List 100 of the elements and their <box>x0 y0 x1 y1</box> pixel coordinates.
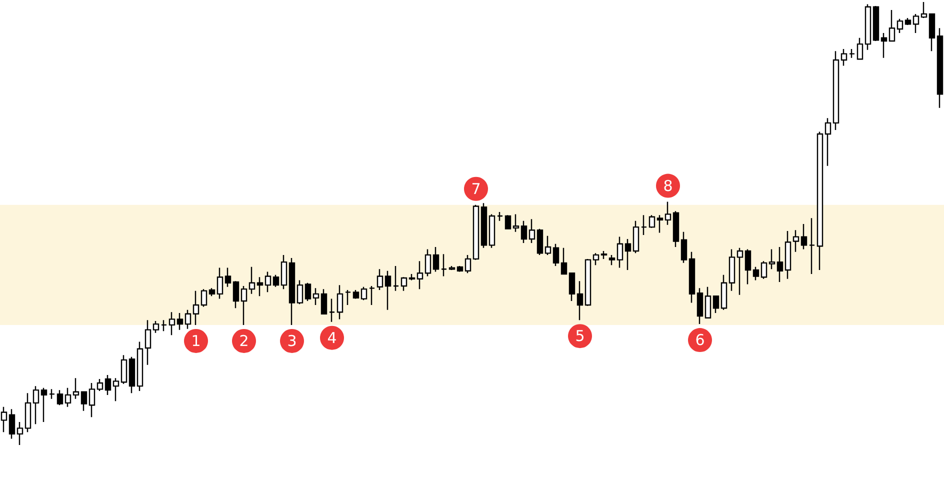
candlestick <box>200 288 208 308</box>
candlestick <box>536 228 544 256</box>
candlestick <box>768 248 776 270</box>
candlestick <box>320 288 328 314</box>
candlestick <box>72 378 80 400</box>
candlestick <box>24 392 32 433</box>
candlestick <box>864 4 872 50</box>
candlestick <box>240 285 248 326</box>
candlestick <box>120 354 128 384</box>
candlestick <box>752 266 760 281</box>
candlestick <box>568 272 576 302</box>
candlestick <box>552 243 560 267</box>
candlestick <box>128 356 136 394</box>
candlestick <box>624 238 632 271</box>
candlestick <box>520 220 528 244</box>
candlestick <box>680 231 688 264</box>
candlestick <box>464 254 472 274</box>
candlestick <box>664 201 672 226</box>
candlestick <box>176 312 184 330</box>
candlestick <box>600 250 608 260</box>
candlestick <box>304 282 312 302</box>
annotation: 3 <box>287 332 297 350</box>
candlestick <box>328 298 336 322</box>
candlestick <box>8 408 16 440</box>
candlestick <box>904 17 912 26</box>
candlestick <box>712 296 720 314</box>
candlestick <box>208 288 216 297</box>
annotation: 5 <box>575 327 585 346</box>
candlestick <box>792 230 800 252</box>
candlestick <box>912 13 920 34</box>
candlestick <box>104 374 112 396</box>
candlestick <box>592 252 600 266</box>
candlestick <box>432 246 440 272</box>
candlestick <box>216 267 224 300</box>
candlestick <box>832 50 840 131</box>
candlestick <box>64 387 72 408</box>
candlestick <box>808 218 816 275</box>
candlestick <box>224 267 232 288</box>
candlestick <box>264 271 272 293</box>
candlestick <box>728 248 736 292</box>
candlestick <box>248 266 256 295</box>
candlestick <box>56 389 64 406</box>
candlestick <box>48 388 56 400</box>
candlestick <box>936 28 944 108</box>
candlestick <box>392 265 400 292</box>
annotation: 2 <box>239 332 249 350</box>
candlestick <box>800 223 808 250</box>
candlestick <box>656 214 664 234</box>
candlestick <box>168 312 176 336</box>
candlestick <box>288 257 296 326</box>
candlestick <box>152 320 160 334</box>
candlestick <box>760 260 768 280</box>
annotation: 4 <box>327 328 337 347</box>
candlestick <box>232 280 240 309</box>
candlestick <box>280 254 288 290</box>
candlestick <box>720 274 728 310</box>
annotation: 7 <box>471 180 481 198</box>
candlestick <box>456 265 464 272</box>
candlestick <box>736 247 744 296</box>
candlestick <box>416 260 424 290</box>
candlestick <box>888 9 896 42</box>
candlestick <box>560 247 568 275</box>
candlestick <box>296 280 304 305</box>
candlestick <box>376 268 384 291</box>
candlestick <box>784 230 792 280</box>
candlestick <box>312 288 320 306</box>
candlestick <box>424 248 432 277</box>
candlestick <box>696 288 704 325</box>
candlestick <box>920 1 928 19</box>
candlestick <box>112 378 120 402</box>
candlestick <box>744 248 752 285</box>
candlestick <box>440 253 448 277</box>
candlestick <box>512 214 520 233</box>
annotation: 6 <box>695 331 705 350</box>
candlestick <box>272 274 280 288</box>
candlestick <box>40 387 48 423</box>
candlestick <box>408 273 416 281</box>
candlestick <box>472 204 480 260</box>
candlestick <box>896 18 904 34</box>
candlestick <box>144 319 152 366</box>
candlestick <box>688 251 696 304</box>
candlestick <box>776 246 784 283</box>
candlestick <box>816 131 824 271</box>
candlestick <box>528 218 536 244</box>
candlestick <box>184 309 192 330</box>
candlestick <box>608 254 616 266</box>
candlestick <box>136 341 144 392</box>
candlestick <box>368 285 376 306</box>
candlestick <box>640 214 648 236</box>
candlestick <box>928 13 936 52</box>
candlestick <box>344 289 352 306</box>
candlestick <box>496 211 504 222</box>
candlestick <box>384 270 392 310</box>
candlestick <box>160 319 168 332</box>
candlestick <box>192 290 200 326</box>
candlestick <box>360 286 368 301</box>
candlestick <box>32 385 40 425</box>
candlestick <box>584 258 592 306</box>
candlestick <box>488 214 496 248</box>
candlestick <box>336 284 344 320</box>
